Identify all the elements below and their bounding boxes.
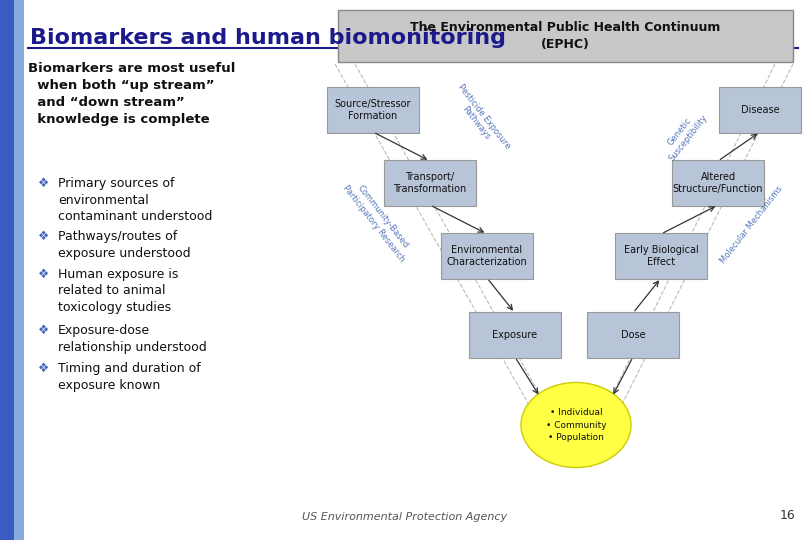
Text: Molecular Mechanisms: Molecular Mechanisms xyxy=(719,185,785,266)
Text: ❖: ❖ xyxy=(38,177,49,190)
Ellipse shape xyxy=(521,382,631,468)
FancyBboxPatch shape xyxy=(672,160,764,206)
Text: The Environmental Public Health Continuum
(EPHC): The Environmental Public Health Continuu… xyxy=(410,21,720,51)
Text: ❖: ❖ xyxy=(38,268,49,281)
FancyBboxPatch shape xyxy=(615,233,707,279)
Text: Source/Stressor
Formation: Source/Stressor Formation xyxy=(335,99,411,121)
FancyBboxPatch shape xyxy=(587,312,679,358)
Text: Disease: Disease xyxy=(740,105,779,115)
Text: Pesticide Exposure
Pathways: Pesticide Exposure Pathways xyxy=(448,83,513,158)
Text: Timing and duration of
exposure known: Timing and duration of exposure known xyxy=(58,362,201,392)
FancyBboxPatch shape xyxy=(338,10,793,62)
Text: 16: 16 xyxy=(779,509,795,522)
Text: when both “up stream”: when both “up stream” xyxy=(28,79,215,92)
Bar xyxy=(0,0,14,540)
Text: Dose: Dose xyxy=(620,330,646,340)
Text: Biomarkers are most useful: Biomarkers are most useful xyxy=(28,62,236,75)
Text: ❖: ❖ xyxy=(38,324,49,337)
Text: US Environmental Protection Agency: US Environmental Protection Agency xyxy=(302,512,508,522)
Text: Genetic
Susceptibility: Genetic Susceptibility xyxy=(659,106,710,164)
FancyBboxPatch shape xyxy=(384,160,476,206)
Text: Transport/
Transformation: Transport/ Transformation xyxy=(394,172,467,194)
Text: Biomarkers and human biomonitoring: Biomarkers and human biomonitoring xyxy=(30,28,506,48)
Text: Primary sources of
environmental
contaminant understood: Primary sources of environmental contami… xyxy=(58,177,212,223)
Text: Exposure-dose
relationship understood: Exposure-dose relationship understood xyxy=(58,324,207,354)
Text: • Individual
• Community
• Population: • Individual • Community • Population xyxy=(546,408,607,442)
Text: Altered
Structure/Function: Altered Structure/Function xyxy=(673,172,763,194)
FancyBboxPatch shape xyxy=(719,87,801,133)
Text: Early Biological
Effect: Early Biological Effect xyxy=(624,245,698,267)
FancyBboxPatch shape xyxy=(441,233,533,279)
Text: Exposure: Exposure xyxy=(492,330,538,340)
FancyBboxPatch shape xyxy=(469,312,561,358)
Text: Community-Based
Participatory Research: Community-Based Participatory Research xyxy=(341,177,415,264)
Text: Environmental
Characterization: Environmental Characterization xyxy=(446,245,527,267)
FancyBboxPatch shape xyxy=(327,87,419,133)
Bar xyxy=(14,0,24,540)
Text: ❖: ❖ xyxy=(38,362,49,375)
Text: Human exposure is
related to animal
toxicology studies: Human exposure is related to animal toxi… xyxy=(58,268,178,314)
Text: knowledge is complete: knowledge is complete xyxy=(28,113,210,126)
Text: and “down stream”: and “down stream” xyxy=(28,96,185,109)
Text: Pathways/routes of
exposure understood: Pathways/routes of exposure understood xyxy=(58,230,190,260)
Text: ❖: ❖ xyxy=(38,230,49,243)
